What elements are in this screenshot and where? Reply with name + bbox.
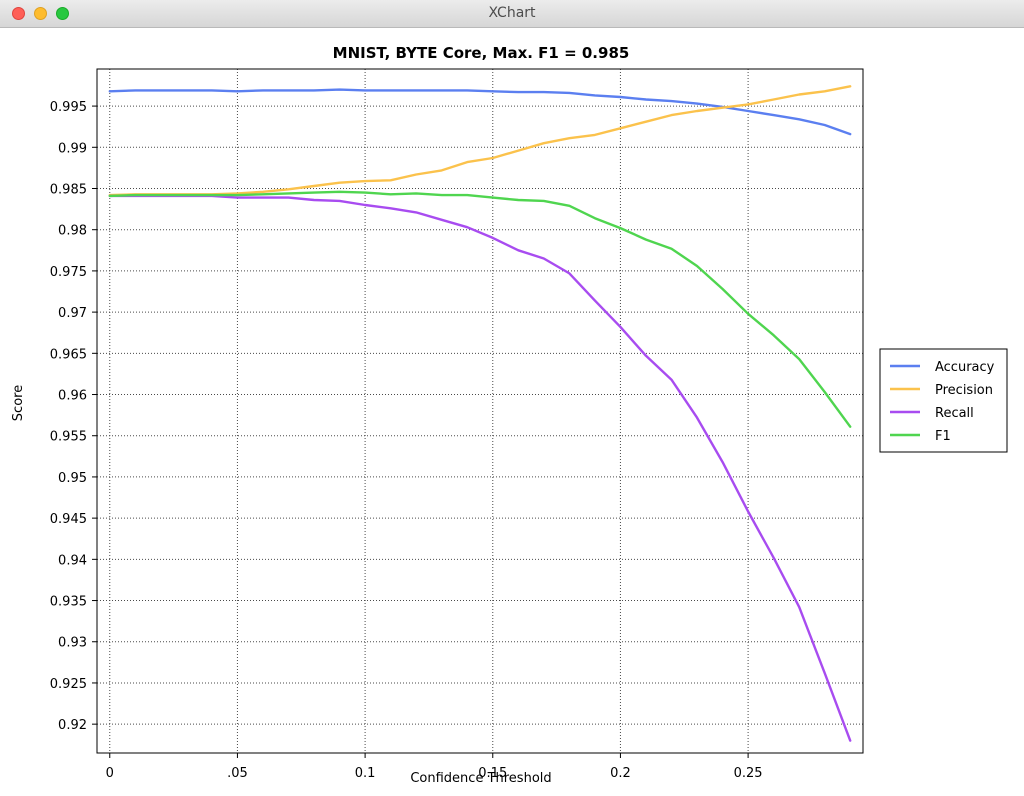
x-tick-label: 0.2 (610, 766, 631, 781)
series-line-accuracy (108, 88, 852, 136)
grid-lines (97, 69, 863, 753)
y-tick-label: 0.925 (50, 677, 87, 692)
chart-title: MNIST, BYTE Core, Max. F1 = 0.985 (333, 44, 630, 62)
x-tick-label: 0 (106, 766, 114, 781)
minimize-window-button[interactable] (34, 7, 47, 20)
y-tick-label: 0.945 (50, 512, 87, 527)
legend-label-accuracy: Accuracy (935, 360, 995, 375)
y-tick-label: 0.97 (58, 306, 87, 321)
y-tick-label: 0.965 (50, 347, 87, 362)
x-axis-label: Confidence Threshold (410, 771, 551, 786)
x-tick-label: 0.25 (734, 766, 763, 781)
y-tick-label: 0.95 (58, 471, 87, 486)
y-tick-label: 0.935 (50, 595, 87, 610)
y-tick-label: 0.975 (50, 265, 87, 280)
y-tick-label: 0.94 (58, 553, 87, 568)
legend-label-precision: Precision (935, 383, 993, 398)
series-layer (108, 85, 852, 742)
plot-area-frame (96, 68, 864, 754)
x-tick-label: .05 (227, 766, 248, 781)
legend: Accuracy Precision Recall F1 (879, 348, 1008, 453)
y-tick-label: 0.99 (58, 141, 87, 156)
title-bar[interactable]: XChart (0, 0, 1024, 28)
x-tick-label: 0.1 (355, 766, 376, 781)
y-axis-label: Score (11, 385, 26, 421)
x-tick-label: 0.15 (478, 766, 507, 781)
maximize-window-button[interactable] (56, 7, 69, 20)
series-line-precision (108, 85, 852, 197)
y-tick-label: 0.955 (50, 430, 87, 445)
axis-ticks: 0 .05 0.1 0.15 0.2 0.25 0.92 0.925 0.93 0.935 0.94… (50, 100, 763, 781)
y-tick-label: 0.985 (50, 182, 87, 197)
line-chart: MNIST, BYTE Core, Max. F1 = 0.985 0 .05 0.… (11, 44, 1008, 786)
y-tick-label: 0.98 (58, 224, 87, 239)
y-tick-label: 0.93 (58, 636, 87, 651)
y-tick-label: 0.92 (58, 718, 87, 733)
window-title: XChart (488, 5, 536, 21)
y-tick-label: 0.995 (50, 100, 87, 115)
close-window-button[interactable] (12, 7, 25, 20)
y-tick-label: 0.96 (58, 389, 87, 404)
series-line-recall (108, 194, 852, 742)
legend-label-f1: F1 (935, 429, 951, 444)
series-line-f1 (108, 190, 852, 428)
legend-label-recall: Recall (935, 406, 974, 421)
